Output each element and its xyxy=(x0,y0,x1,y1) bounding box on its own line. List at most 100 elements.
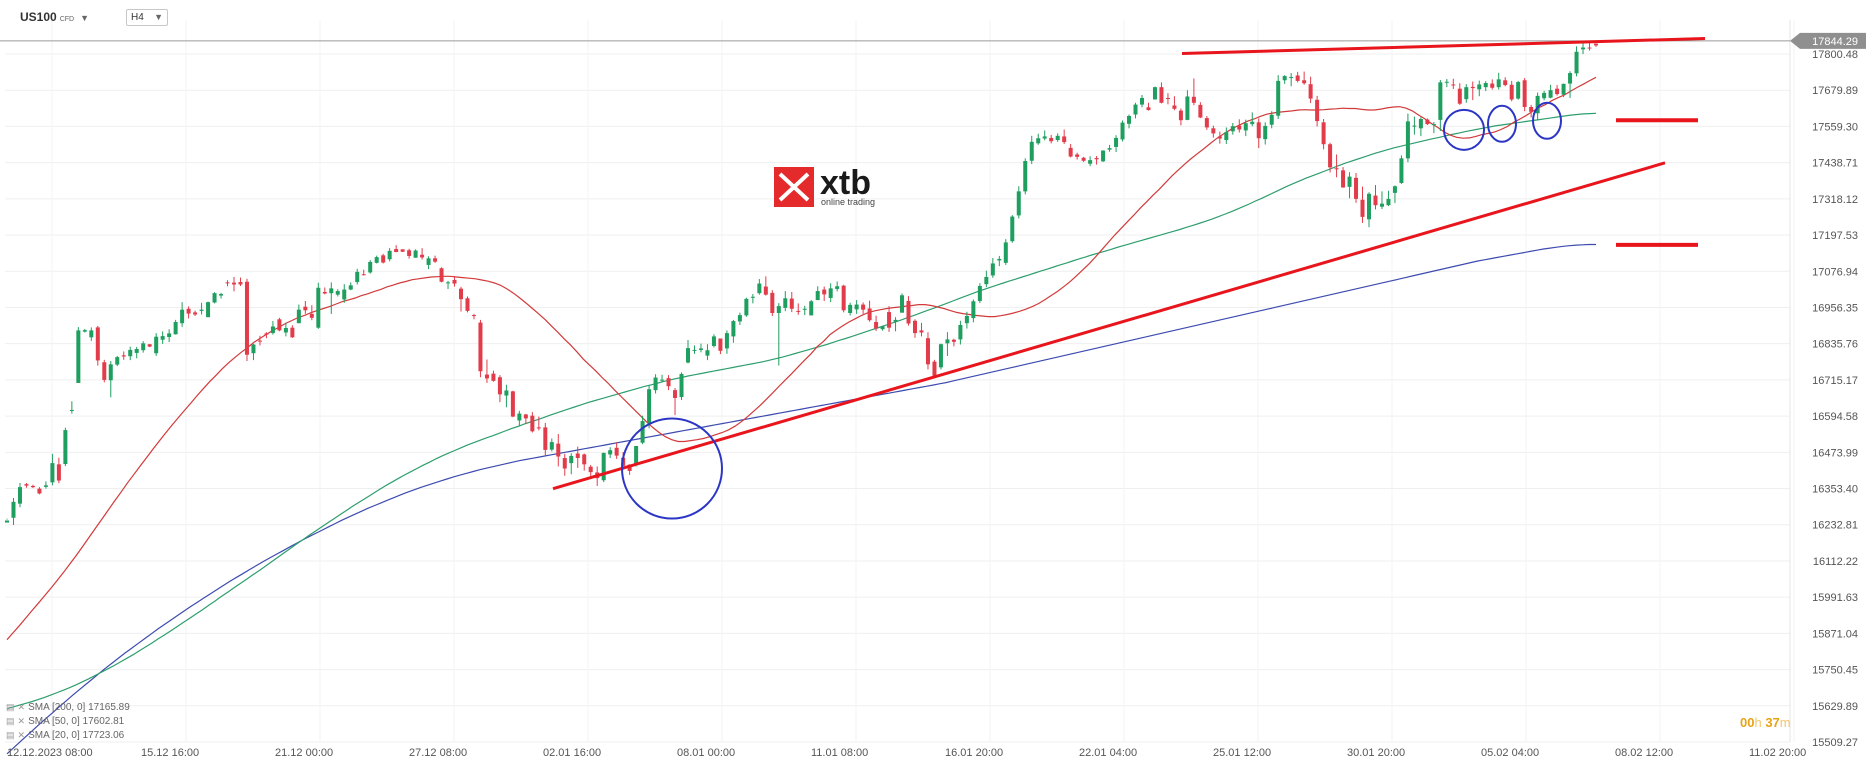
candle xyxy=(154,333,159,356)
close-icon[interactable]: ✕ xyxy=(17,730,26,740)
chevron-down-icon: ▼ xyxy=(154,12,163,22)
candle xyxy=(1003,239,1008,265)
candle-body xyxy=(407,250,412,256)
candle-body xyxy=(82,330,87,332)
candle xyxy=(1457,83,1462,105)
candle-body xyxy=(1516,82,1521,99)
candle-body xyxy=(1029,141,1034,161)
candle xyxy=(1088,156,1093,167)
candle-body xyxy=(361,274,366,276)
candle xyxy=(1172,96,1177,111)
candle-body xyxy=(1392,186,1397,193)
candle-body xyxy=(1334,168,1339,170)
candle-body xyxy=(692,349,697,351)
candle-body xyxy=(1211,128,1216,134)
candle xyxy=(193,310,198,316)
candle xyxy=(4,518,10,523)
settings-icon[interactable]: ▤ xyxy=(6,716,15,726)
candle xyxy=(115,355,120,367)
candle-body xyxy=(582,454,587,465)
candle-body xyxy=(880,326,885,330)
highlight-circle xyxy=(1487,104,1517,143)
candle-body xyxy=(634,446,639,465)
candle-body xyxy=(173,321,178,335)
candle-body xyxy=(1477,84,1482,90)
timeframe-selector[interactable]: H4 ▼ xyxy=(126,9,168,26)
sma20-line xyxy=(6,76,1597,641)
candle xyxy=(1373,185,1378,210)
candle-body xyxy=(1230,126,1235,132)
candle-body xyxy=(1107,148,1112,150)
close-icon[interactable]: ✕ xyxy=(17,702,26,712)
close-icon[interactable]: ✕ xyxy=(17,716,26,726)
candle-body xyxy=(154,336,159,354)
candle xyxy=(867,300,872,322)
candle-body xyxy=(614,447,619,456)
candle xyxy=(121,351,126,360)
candle xyxy=(283,322,288,337)
indicator-legend-sma200[interactable]: ▤ ✕ SMA [200, 0] 17165.89 xyxy=(6,702,130,713)
candle xyxy=(562,453,567,476)
candle-body xyxy=(193,312,198,315)
candle-body xyxy=(835,286,840,289)
candle xyxy=(789,291,794,313)
candle-body xyxy=(744,298,749,316)
y-tick-label: 17438.71 xyxy=(1812,158,1858,170)
candle xyxy=(1094,155,1099,165)
candle xyxy=(147,343,152,348)
candle-body xyxy=(342,289,347,300)
candle-body xyxy=(906,300,911,324)
candle xyxy=(452,276,457,287)
candle-body xyxy=(1321,122,1326,145)
candle xyxy=(1198,102,1203,119)
symbol-selector[interactable]: US100 CFD ▼ xyxy=(20,10,89,24)
candle-body xyxy=(1204,118,1209,128)
candle xyxy=(569,453,574,475)
indicator-legend-sma50[interactable]: ▤ ✕ SMA [50, 0] 17602.81 xyxy=(6,716,124,727)
candle-body xyxy=(413,250,418,258)
candle xyxy=(407,248,412,259)
candle xyxy=(1282,75,1287,84)
candle xyxy=(854,300,859,314)
candle-body xyxy=(1224,132,1229,141)
x-tick-label: 12.12.2023 08:00 xyxy=(7,747,93,759)
candle-body xyxy=(1548,90,1553,98)
candle xyxy=(1581,41,1586,55)
candle xyxy=(290,325,295,338)
candle xyxy=(861,302,866,314)
candle xyxy=(225,280,230,287)
y-tick-label: 16594.58 xyxy=(1812,411,1858,423)
candle xyxy=(1068,143,1073,158)
candle-body xyxy=(1282,76,1287,81)
settings-icon[interactable]: ▤ xyxy=(6,702,15,712)
candle-body xyxy=(30,485,35,488)
candle xyxy=(465,296,470,313)
candle xyxy=(900,293,905,313)
candle-body xyxy=(303,306,308,311)
candle-body xyxy=(465,298,470,311)
candle-body xyxy=(510,391,515,417)
candle xyxy=(251,343,256,361)
candle-body xyxy=(283,327,288,333)
candle xyxy=(1191,78,1196,106)
countdown-hours: 00 xyxy=(1740,715,1755,730)
candle xyxy=(1405,113,1410,163)
candle xyxy=(711,334,716,348)
candle xyxy=(887,306,892,332)
candle xyxy=(1542,90,1547,101)
indicator-legend-sma20[interactable]: ▤ ✕ SMA [20, 0] 17723.06 xyxy=(6,730,124,741)
candle xyxy=(1302,71,1307,85)
candle-body xyxy=(783,298,788,308)
y-tick-label: 16473.99 xyxy=(1812,447,1858,459)
candle xyxy=(1392,185,1397,204)
candle-body xyxy=(776,306,781,313)
candle-body xyxy=(815,291,820,301)
candle xyxy=(167,329,172,343)
candle-body xyxy=(796,310,801,312)
candle xyxy=(128,346,133,361)
candle xyxy=(1107,144,1112,152)
candle xyxy=(685,340,691,364)
settings-icon[interactable]: ▤ xyxy=(6,730,15,740)
candle xyxy=(1295,71,1300,83)
